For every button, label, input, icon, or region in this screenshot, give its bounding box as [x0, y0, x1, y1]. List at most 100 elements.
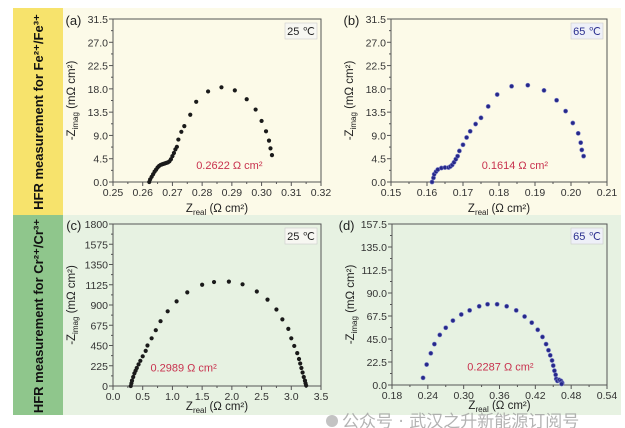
- y-tick-label: 450: [90, 341, 108, 353]
- row2-label: HFR measurement for Cr²⁺/Cr³⁺: [31, 219, 46, 413]
- data-point: [171, 150, 177, 156]
- row1-label: HFR measurement for Fe²⁺/Fe³⁺: [31, 14, 46, 210]
- data-point: [158, 319, 163, 324]
- x-tick-label: 2.0: [225, 391, 240, 403]
- data-point: [200, 282, 205, 287]
- data-point: [563, 108, 568, 114]
- y-tick-label: 1125: [85, 280, 108, 292]
- data-point: [450, 318, 456, 323]
- y-axis-label: -Zimag (mΩ cm²): [345, 265, 359, 345]
- data-point: [467, 128, 473, 134]
- data-point: [535, 327, 541, 333]
- temperature-label: 25 ℃: [287, 26, 315, 38]
- x-tick-label: 0.29: [222, 187, 243, 199]
- x-tick-label: 0.15: [381, 187, 402, 199]
- data-point: [504, 303, 510, 309]
- x-tick-label: 1.0: [165, 391, 180, 403]
- x-tick-label: 2.5: [254, 391, 269, 403]
- row1-label-strip: [13, 8, 63, 215]
- data-point: [575, 130, 581, 136]
- wechat-icon: [326, 415, 338, 427]
- data-point: [268, 146, 273, 151]
- x-axis-label: Zreal (Ω cm²): [468, 400, 530, 414]
- hfr-annotation: 0.2622 Ω cm²: [196, 160, 263, 172]
- data-point: [578, 140, 584, 146]
- y-tick-label: 22.5: [367, 357, 388, 369]
- y-tick-label: 1800: [85, 219, 109, 231]
- x-tick-label: 0.18: [382, 390, 403, 402]
- x-tick-label: 0.48: [561, 390, 582, 402]
- data-point: [292, 343, 297, 349]
- data-point: [253, 107, 258, 112]
- y-tick-label: 0: [102, 381, 108, 393]
- temperature-label: 25 ℃: [287, 231, 315, 243]
- data-point: [134, 365, 139, 371]
- hfr-annotation: 0.2287 Ω cm²: [467, 362, 534, 374]
- data-point: [136, 362, 141, 367]
- y-tick-label: 13.5: [366, 107, 387, 119]
- data-point: [546, 347, 551, 353]
- data-point: [295, 351, 300, 356]
- data-point: [211, 279, 217, 285]
- data-point: [244, 97, 249, 102]
- panel-label: (d): [339, 218, 355, 233]
- data-point: [476, 303, 482, 309]
- data-point: [494, 301, 500, 307]
- x-tick-label: 0.42: [525, 390, 546, 402]
- x-tick-label: 0.28: [192, 187, 213, 199]
- data-point: [559, 381, 565, 387]
- data-point: [188, 112, 193, 117]
- charts-layer: 0.25 0.26 0.27 0.28 0.29 0.30 0.31 0.32 0.0 4.5 9.…: [66, 13, 618, 415]
- x-tick-label: 0.30: [251, 187, 272, 199]
- x-tick-label: 0.16: [417, 187, 438, 199]
- panel-label: (c): [66, 218, 81, 233]
- y-tick-label: 22.5: [366, 61, 387, 73]
- temperature-box: [570, 227, 604, 245]
- x-tick-label: 0.21: [597, 187, 618, 199]
- data-point: [153, 328, 158, 333]
- y-tick-label: 27.0: [366, 37, 387, 49]
- data-point: [485, 104, 491, 109]
- data-point: [289, 336, 294, 341]
- data-point: [240, 282, 245, 287]
- temperature-box: [570, 22, 604, 40]
- y-tick-label: 112.5: [362, 265, 388, 277]
- row2-background: [63, 215, 621, 415]
- y-tick-label: 31.5: [88, 14, 109, 26]
- data-point: [494, 92, 500, 97]
- panel-label: (a): [66, 13, 82, 28]
- y-tick-label: 27.0: [88, 37, 109, 49]
- data-point: [478, 115, 484, 121]
- data-point: [543, 341, 549, 347]
- x-axis-label: Zreal (Ω cm²): [186, 401, 248, 415]
- hfr-annotation: 0.2989 Ω cm²: [150, 362, 217, 374]
- chart-panel-a: 0.25 0.26 0.27 0.28 0.29 0.30 0.31 0.32 0.0 4.5 9.…: [66, 13, 332, 217]
- y-tick-label: 22.5: [88, 61, 109, 73]
- data-point: [266, 138, 272, 143]
- temperature-label: 65 ℃: [573, 231, 601, 243]
- hfr-annotation: 0.1614 Ω cm²: [482, 160, 549, 172]
- data-point: [540, 334, 545, 340]
- data-point: [429, 179, 435, 185]
- data-point: [581, 153, 586, 159]
- data-point: [299, 365, 304, 371]
- panel-label: (b): [344, 13, 360, 28]
- x-tick-label: 0.20: [561, 187, 582, 199]
- data-point: [525, 82, 531, 88]
- y-tick-label: 1575: [85, 239, 109, 251]
- data-point: [473, 121, 478, 127]
- watermark: 公众号 · 武汉之升新能源订阅号: [342, 412, 579, 428]
- chart-panel-c: 0.0 0.5 1.0 1.5 2.0 2.5 3.0 3.5 0 225 450 675 900 112…: [66, 218, 328, 415]
- x-tick-label: 0.54: [597, 390, 618, 402]
- data-point: [424, 362, 430, 367]
- y-tick-label: 18.0: [366, 84, 387, 96]
- row1-background: [63, 8, 621, 215]
- data-point: [300, 370, 305, 375]
- y-tick-label: 135.0: [361, 242, 387, 254]
- data-point: [455, 153, 460, 159]
- x-tick-label: 0.27: [162, 187, 183, 199]
- y-tick-label: 90.0: [367, 288, 388, 300]
- data-point: [140, 354, 145, 359]
- data-point: [464, 135, 469, 140]
- y-tick-label: 13.5: [88, 107, 109, 119]
